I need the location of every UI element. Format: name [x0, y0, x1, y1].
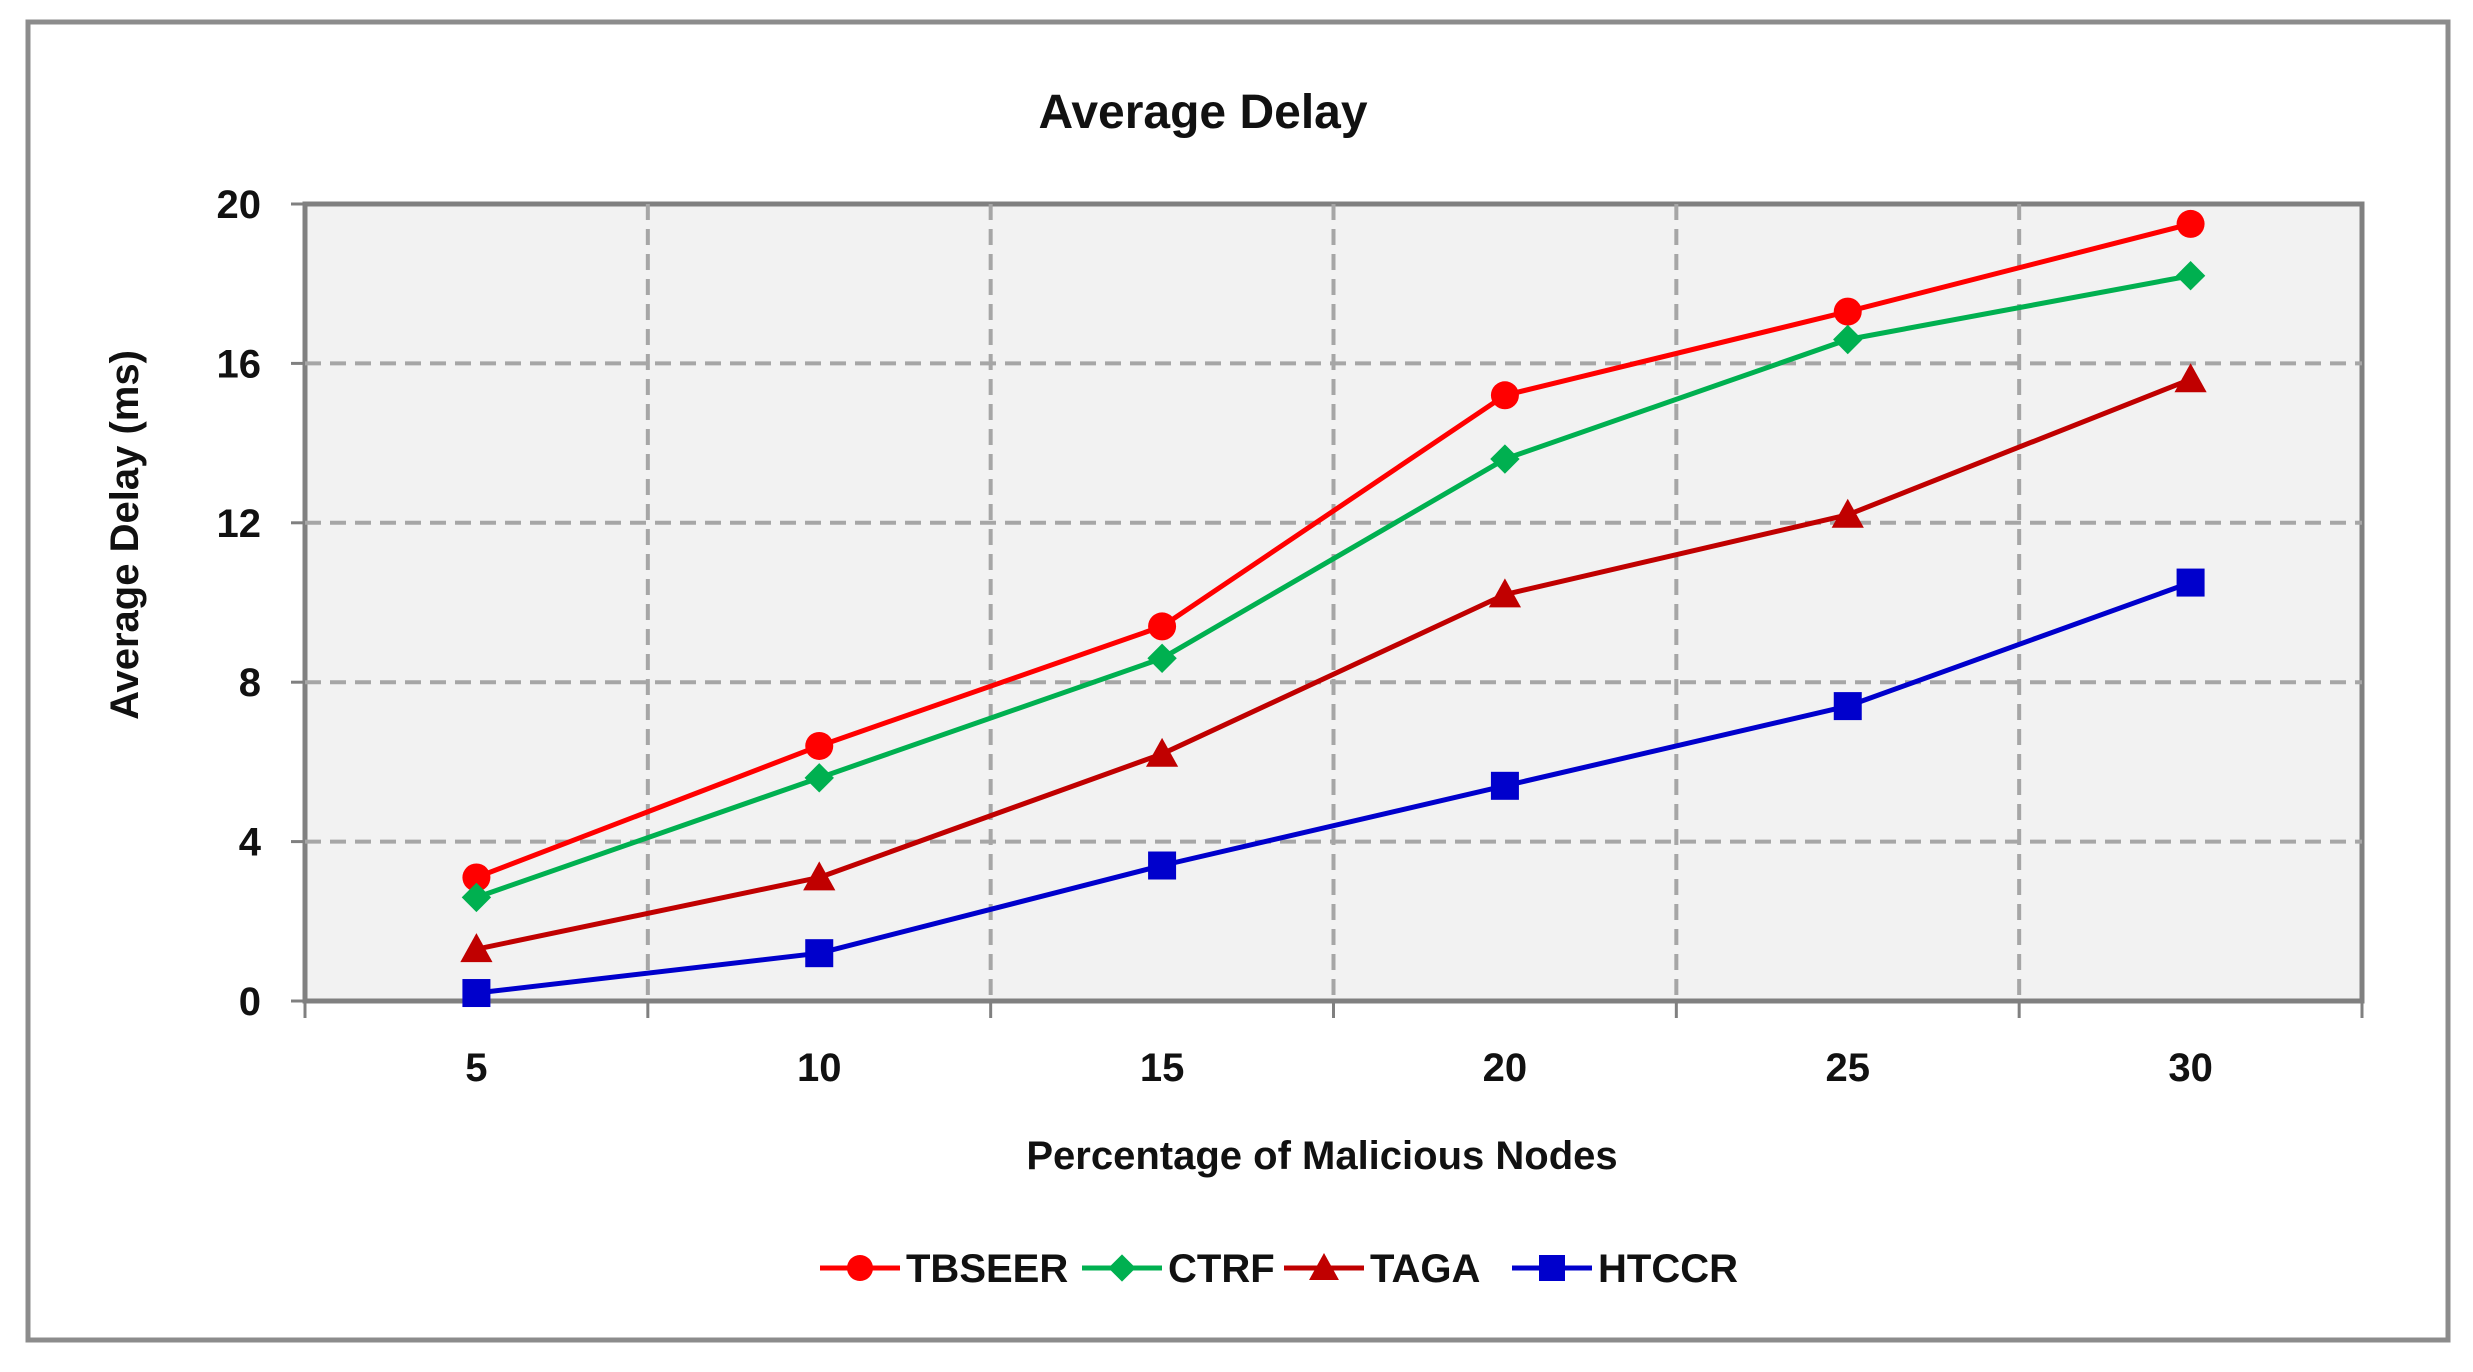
data-point-htccr: [2176, 568, 2205, 597]
data-point-ctrf: [1490, 444, 1520, 474]
data-point-ctrf: [1833, 324, 1863, 355]
legend-label-tbseer: TBSEER: [906, 1247, 1068, 1291]
y-tick-label: 12: [217, 502, 262, 546]
axes: 0 4 8 12 16 20 5 10 15 20 25 30: [217, 183, 2364, 1090]
data-point-htccr: [1490, 771, 1519, 800]
data-point-taga: [1488, 578, 1522, 608]
legend-item-taga: TAGA: [1284, 1247, 1480, 1291]
data-point-taga: [2174, 363, 2207, 393]
legend-marker-tbseer: [847, 1255, 873, 1281]
series-line-taga: [475, 377, 2192, 952]
data-point-ctrf: [461, 882, 492, 913]
data-point-ctrf: [804, 763, 834, 793]
x-tick-label: 15: [1140, 1046, 1185, 1090]
legend-marker-taga: [1309, 1253, 1339, 1280]
series-ctrf: [461, 261, 2206, 913]
gridlines: [305, 204, 2362, 1001]
data-point-tbseer: [1490, 381, 1519, 410]
chart-title: Average Delay: [1038, 86, 1367, 139]
x-tick-label: 10: [797, 1046, 842, 1090]
legend-label-ctrf: CTRF: [1168, 1247, 1275, 1291]
legend-label-htccr: HTCCR: [1598, 1247, 1738, 1291]
legend-item-tbseer: TBSEER: [820, 1247, 1068, 1291]
x-tick-label: 25: [1826, 1046, 1871, 1090]
legend-item-htccr: HTCCR: [1512, 1247, 1738, 1291]
series-line-tbseer: [475, 221, 2192, 880]
data-point-tbseer: [805, 731, 834, 760]
data-point-ctrf: [2175, 261, 2206, 291]
x-tick-label: 5: [465, 1046, 487, 1090]
data-point-htccr: [1148, 851, 1177, 880]
legend-marker-htccr: [1539, 1255, 1565, 1281]
y-tick-label: 0: [239, 980, 261, 1024]
data-point-taga: [1831, 498, 1864, 528]
data-point-tbseer: [2176, 209, 2205, 238]
y-tick-label: 4: [239, 821, 262, 865]
data-point-taga: [803, 861, 836, 891]
data-point-taga: [1145, 737, 1179, 767]
legend-item-ctrf: CTRF: [1082, 1247, 1275, 1291]
series-group: [460, 209, 2207, 1008]
data-point-htccr: [462, 979, 491, 1008]
legend-marker-ctrf: [1108, 1254, 1136, 1282]
y-tick-label: 20: [217, 183, 262, 227]
series-taga: [460, 363, 2207, 963]
series-line-htccr: [476, 580, 2192, 996]
data-point-tbseer: [462, 863, 491, 892]
x-tick-label: 30: [2168, 1046, 2213, 1090]
y-tick-label: 16: [217, 342, 262, 386]
y-tick-label: 8: [239, 661, 261, 705]
data-point-tbseer: [1148, 612, 1177, 641]
legend-label-taga: TAGA: [1370, 1247, 1480, 1291]
data-point-ctrf: [1147, 643, 1177, 673]
data-point-tbseer: [1833, 297, 1862, 326]
series-htccr: [462, 568, 2205, 1008]
data-point-htccr: [1833, 692, 1862, 721]
x-tick-label: 20: [1483, 1046, 1528, 1090]
data-point-htccr: [805, 939, 834, 968]
legend: TBSEER CTRF TAGA HTCCR: [820, 1247, 1738, 1291]
x-axis-label: Percentage of Malicious Nodes: [1026, 1134, 1617, 1178]
data-point-taga: [460, 933, 493, 963]
y-axis-label: Average Delay (ms): [103, 350, 147, 720]
series-line-ctrf: [475, 273, 2192, 900]
series-tbseer: [462, 209, 2205, 892]
